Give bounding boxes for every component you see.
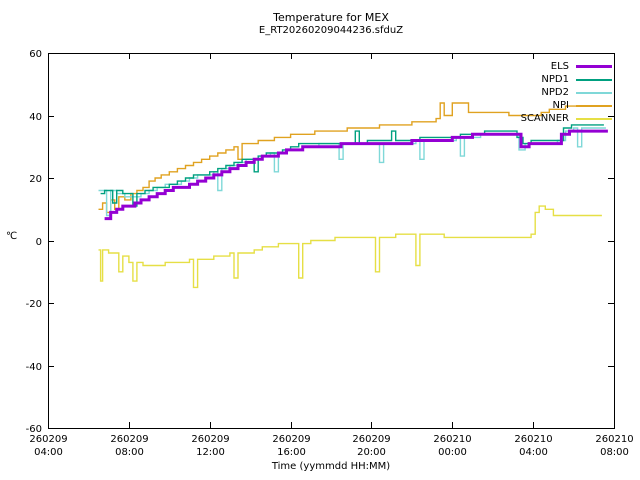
- legend-line-sample: [576, 65, 612, 68]
- legend-item-label: NPI: [552, 100, 569, 111]
- x-tick-label-time: 12:00: [196, 447, 225, 458]
- legend-item-scanner: SCANNER: [521, 112, 612, 125]
- x-tick-label-time: 20:00: [357, 447, 386, 458]
- legend-line-sample: [576, 78, 612, 81]
- y-tick-label: -20: [26, 299, 42, 310]
- legend-item-label: NPD1: [541, 74, 569, 85]
- series-line-scanner: [98, 205, 602, 289]
- x-tick-label-date: 260210: [433, 434, 471, 445]
- y-axis-label: ℃: [6, 231, 18, 242]
- y-tick-label: -40: [26, 362, 42, 373]
- x-tick-label-date: 260209: [272, 434, 310, 445]
- chart-subtitle: E_RT20260209044236.sfduZ: [258, 25, 404, 36]
- x-tick-label-date: 260209: [110, 434, 148, 445]
- series-line-npi: [98, 102, 606, 214]
- x-tick-label-time: 00:00: [438, 447, 467, 458]
- x-tick-label-time: 04:00: [519, 447, 548, 458]
- legend-item-npd1: NPD1: [521, 73, 612, 86]
- x-axis-label: Time (yymmdd HH:MM): [271, 461, 391, 472]
- x-tick-label-date: 260209: [191, 434, 229, 445]
- x-tick-label-time: 16:00: [277, 447, 306, 458]
- series-line-npd1: [100, 124, 604, 207]
- x-tick-label-date: 260209: [352, 434, 390, 445]
- y-tick-label: 60: [29, 49, 42, 60]
- x-tick-label-time: 08:00: [600, 447, 629, 458]
- legend-item-els: ELS: [521, 60, 612, 73]
- legend-line-sample: [576, 104, 612, 107]
- legend-item-label: NPD2: [541, 87, 569, 98]
- legend-item-label: SCANNER: [520, 113, 569, 124]
- y-tick-label: 20: [29, 174, 42, 185]
- x-tick-label-time: 08:00: [115, 447, 144, 458]
- legend-item-npi: NPI: [521, 99, 612, 112]
- series-line-els: [104, 129, 608, 221]
- legend-line-sample: [576, 91, 612, 94]
- x-tick-label-date: 260210: [595, 434, 633, 445]
- legend-item-label: ELS: [550, 61, 569, 72]
- y-tick-label: 0: [36, 237, 42, 248]
- legend: ELS NPD1 NPD2 NPI SCANNER: [521, 60, 612, 125]
- chart-title: Temperature for MEX: [273, 11, 389, 24]
- x-tick-label-time: 04:00: [34, 447, 63, 458]
- y-tick-label: 40: [29, 112, 42, 123]
- x-tick-label-date: 260209: [29, 434, 67, 445]
- x-tick-label-date: 260210: [514, 434, 552, 445]
- legend-item-npd2: NPD2: [521, 86, 612, 99]
- y-tick-label: -60: [26, 424, 42, 435]
- legend-line-sample: [576, 117, 612, 120]
